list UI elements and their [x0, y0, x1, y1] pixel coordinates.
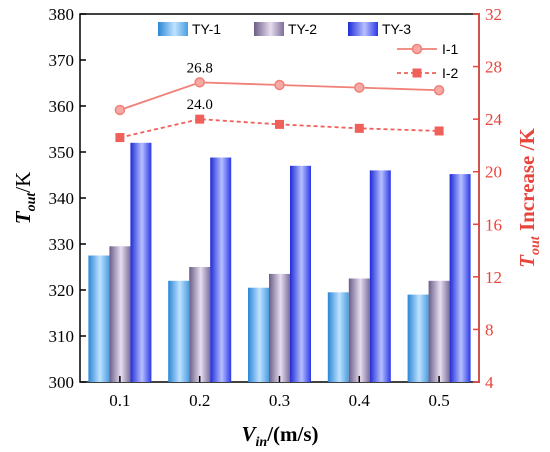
annotation-label: 26.8: [187, 60, 213, 76]
legend-label-ty-2: TY-2: [288, 21, 317, 37]
y2-tick-label: 20: [485, 163, 502, 182]
bar-legend: TY-1 TY-2 TY-3: [158, 21, 411, 37]
bar-ty-3-0: [130, 142, 152, 382]
x-tick-label: 0.5: [428, 391, 449, 410]
x-axis-label: Vin/(m/s): [241, 422, 318, 450]
annotations-layer: 26.8 24.0: [187, 60, 213, 113]
bar-ty-1-1: [168, 280, 190, 382]
y-tick-label: 380: [49, 5, 75, 24]
legend-label-i-2: I-2: [442, 65, 459, 81]
y2-tick-label: 8: [485, 320, 494, 339]
y-axis-label: Tout/K: [11, 172, 39, 225]
legend-label-ty-1: TY-1: [192, 21, 221, 37]
legend-label-i-1: I-1: [442, 41, 459, 57]
y2-tick-label: 12: [485, 268, 502, 287]
point-i-2-0: [115, 133, 125, 143]
y2-tick-label: 4: [485, 373, 494, 392]
point-i-2-4: [434, 126, 444, 136]
point-i-1-1: [194, 77, 205, 88]
y2-tick-label: 32: [485, 5, 502, 24]
point-i-1-2: [274, 79, 285, 91]
x-tick-label: 0.1: [109, 391, 130, 410]
bars-layer: [88, 142, 471, 382]
x-tick-label: 0.4: [349, 391, 371, 410]
bar-ty-2-4: [428, 280, 450, 382]
legend-swatch-ty-2: [254, 22, 284, 36]
bar-ty-1-0: [88, 255, 110, 382]
legend-marker-i-1: [411, 43, 423, 55]
point-i-2-1: [195, 114, 205, 124]
y2-axis-label: Tout Increase /K: [515, 128, 543, 268]
y-tick-label: 330: [49, 235, 75, 254]
bar-ty-1-3: [327, 292, 349, 382]
bar-ty-2-2: [269, 273, 290, 382]
point-i-1-4: [433, 84, 445, 96]
bar-ty-2-0: [109, 246, 131, 382]
legend-label-ty-3: TY-3: [382, 21, 411, 37]
y-tick-label: 310: [49, 327, 75, 346]
bar-ty-1-4: [407, 294, 429, 382]
y-tick-label: 360: [49, 97, 75, 116]
legend-swatch-ty-1: [158, 22, 188, 36]
point-i-1-3: [354, 82, 365, 93]
x-tick-label: 0.2: [189, 391, 210, 410]
y2-tick-label: 28: [485, 58, 502, 77]
bar-ty-3-2: [290, 165, 311, 382]
x-axis-ticks: 0.1 0.2 0.3 0.4 0.5: [109, 376, 450, 410]
y-tick-label: 340: [49, 189, 75, 208]
point-i-1-0: [114, 104, 126, 116]
bar-ty-1-2: [248, 287, 269, 382]
y-tick-label: 300: [49, 373, 75, 392]
y2-tick-label: 16: [485, 215, 502, 234]
bar-ty-3-1: [210, 157, 232, 382]
y2-axis-ticks: 4 8 12 16 20 24 28 32: [473, 5, 503, 392]
annotation-label: 24.0: [187, 97, 213, 113]
legend-marker-i-2: [412, 68, 422, 78]
bar-ty-3-4: [449, 174, 471, 382]
lines-layer: [114, 77, 445, 143]
y-tick-label: 370: [49, 51, 75, 70]
legend-swatch-ty-3: [348, 22, 378, 36]
bar-ty-3-3: [369, 170, 391, 382]
y-tick-label: 320: [49, 281, 75, 300]
bar-ty-2-3: [348, 278, 370, 382]
point-i-2-3: [354, 123, 364, 133]
bar-ty-2-1: [189, 267, 211, 382]
x-tick-label: 0.3: [269, 391, 290, 410]
y-axis-ticks: 300 310 320 330 340 350 360 370 380: [49, 5, 86, 392]
y2-tick-label: 24: [485, 110, 503, 129]
point-i-2-2: [275, 119, 284, 129]
line-legend: I-1 I-2: [397, 41, 459, 81]
y-tick-label: 350: [49, 143, 75, 162]
